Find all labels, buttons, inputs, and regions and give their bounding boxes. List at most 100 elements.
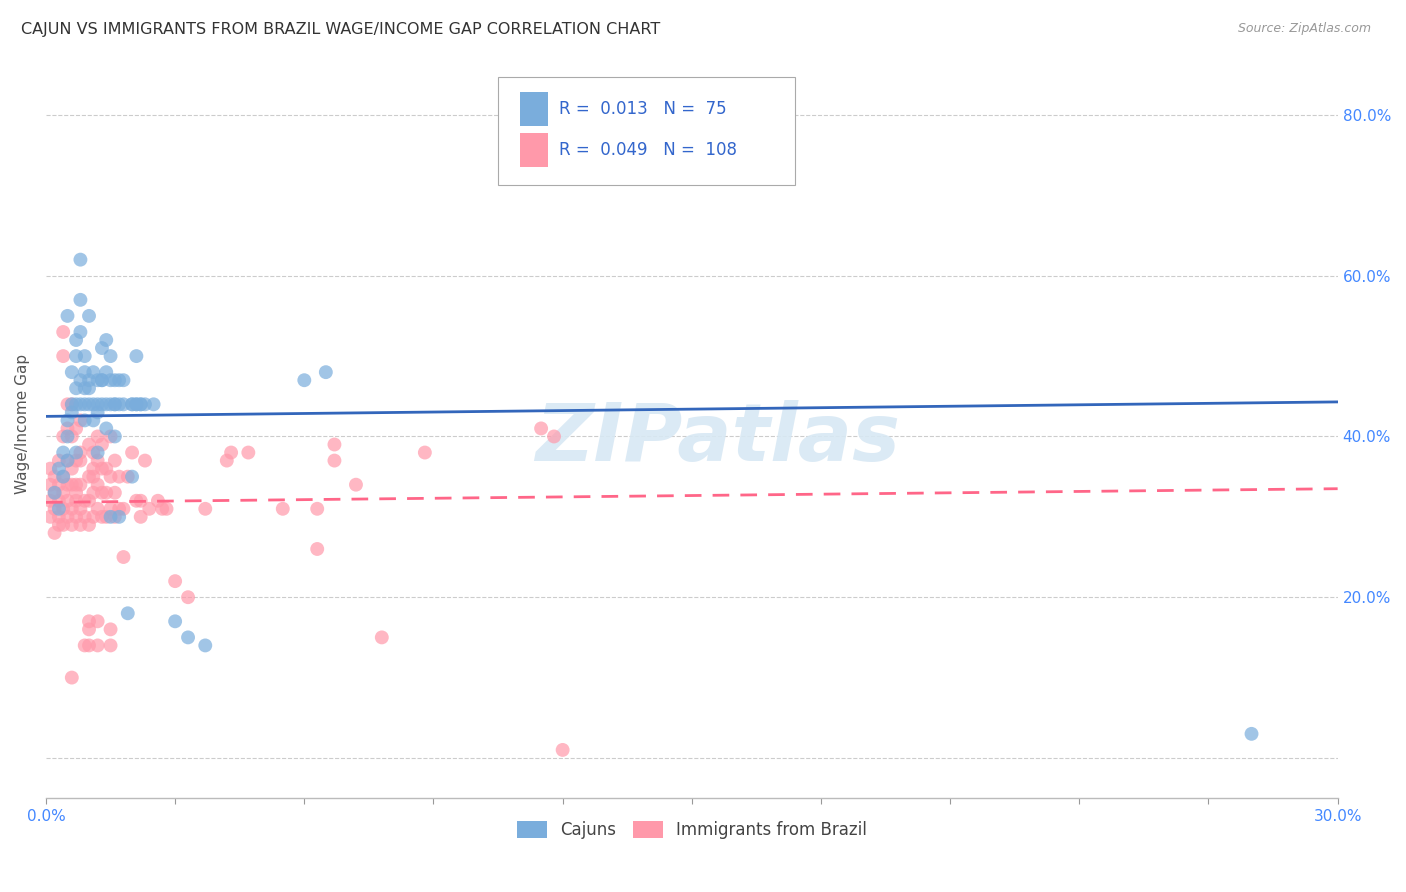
Point bbox=[86, 615, 108, 629]
Point bbox=[73, 413, 96, 427]
Point bbox=[134, 397, 156, 411]
Point bbox=[65, 381, 87, 395]
Point bbox=[48, 517, 70, 532]
Point bbox=[165, 574, 187, 588]
Point bbox=[77, 517, 100, 532]
Point bbox=[91, 509, 114, 524]
Point bbox=[86, 397, 108, 411]
Point bbox=[69, 293, 91, 307]
Point bbox=[100, 397, 122, 411]
Point bbox=[65, 397, 87, 411]
Point bbox=[108, 397, 131, 411]
Point bbox=[69, 373, 91, 387]
Point bbox=[65, 421, 87, 435]
Point bbox=[77, 373, 100, 387]
Point bbox=[112, 501, 135, 516]
Point bbox=[60, 671, 83, 685]
Point bbox=[91, 485, 114, 500]
Point bbox=[219, 445, 242, 459]
Point bbox=[86, 445, 108, 459]
Point bbox=[73, 349, 96, 363]
Point bbox=[60, 397, 83, 411]
Point bbox=[371, 631, 394, 645]
Point bbox=[73, 639, 96, 653]
Point bbox=[44, 501, 66, 516]
Point bbox=[65, 333, 87, 347]
Point bbox=[543, 429, 565, 443]
Point bbox=[39, 493, 62, 508]
Point bbox=[177, 591, 200, 605]
Point bbox=[77, 615, 100, 629]
Point bbox=[129, 493, 152, 508]
Point bbox=[69, 413, 91, 427]
Point bbox=[77, 469, 100, 483]
Point bbox=[56, 429, 79, 443]
Point bbox=[48, 453, 70, 467]
Point bbox=[551, 743, 574, 757]
Point bbox=[125, 349, 148, 363]
Point bbox=[146, 493, 169, 508]
Point bbox=[65, 493, 87, 508]
Point bbox=[91, 461, 114, 475]
Point bbox=[292, 373, 315, 387]
Point bbox=[65, 477, 87, 491]
Point bbox=[142, 397, 165, 411]
Point bbox=[73, 365, 96, 379]
Point bbox=[65, 445, 87, 459]
Point bbox=[48, 477, 70, 491]
Point bbox=[82, 365, 104, 379]
Point bbox=[530, 421, 553, 435]
Point bbox=[44, 469, 66, 483]
Point bbox=[39, 509, 62, 524]
Point bbox=[344, 477, 367, 491]
Point bbox=[52, 501, 75, 516]
Point bbox=[82, 445, 104, 459]
Legend: Cajuns, Immigrants from Brazil: Cajuns, Immigrants from Brazil bbox=[510, 814, 873, 846]
Point bbox=[150, 501, 173, 516]
Point bbox=[52, 469, 75, 483]
Point bbox=[52, 445, 75, 459]
Point bbox=[60, 461, 83, 475]
Point bbox=[91, 397, 114, 411]
Point bbox=[413, 445, 436, 459]
Point bbox=[100, 429, 122, 443]
Point bbox=[194, 639, 217, 653]
Point bbox=[48, 509, 70, 524]
Point bbox=[48, 493, 70, 508]
Point bbox=[100, 623, 122, 637]
Point bbox=[271, 501, 294, 516]
Point bbox=[177, 631, 200, 645]
Point bbox=[86, 477, 108, 491]
Point bbox=[104, 453, 127, 467]
Point bbox=[39, 461, 62, 475]
Point bbox=[77, 623, 100, 637]
Point bbox=[69, 453, 91, 467]
Point bbox=[134, 453, 156, 467]
Point bbox=[56, 453, 79, 467]
FancyBboxPatch shape bbox=[498, 77, 796, 186]
Point bbox=[60, 517, 83, 532]
Point bbox=[65, 453, 87, 467]
Point bbox=[129, 509, 152, 524]
Point bbox=[82, 461, 104, 475]
Point bbox=[104, 397, 127, 411]
Point bbox=[91, 373, 114, 387]
Point bbox=[323, 453, 346, 467]
Point bbox=[60, 429, 83, 443]
Point bbox=[215, 453, 238, 467]
Bar bbox=[520, 92, 548, 126]
Point bbox=[86, 639, 108, 653]
Point bbox=[73, 381, 96, 395]
Point bbox=[69, 501, 91, 516]
Point bbox=[104, 397, 127, 411]
Text: R =  0.049   N =  108: R = 0.049 N = 108 bbox=[558, 141, 737, 159]
Text: CAJUN VS IMMIGRANTS FROM BRAZIL WAGE/INCOME GAP CORRELATION CHART: CAJUN VS IMMIGRANTS FROM BRAZIL WAGE/INC… bbox=[21, 22, 661, 37]
Point bbox=[104, 509, 127, 524]
Point bbox=[56, 421, 79, 435]
Point bbox=[73, 493, 96, 508]
Point bbox=[56, 453, 79, 467]
Point bbox=[86, 453, 108, 467]
Point bbox=[69, 325, 91, 339]
Point bbox=[155, 501, 177, 516]
Point bbox=[86, 373, 108, 387]
